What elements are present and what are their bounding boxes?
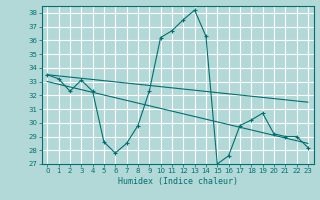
X-axis label: Humidex (Indice chaleur): Humidex (Indice chaleur) xyxy=(118,177,237,186)
